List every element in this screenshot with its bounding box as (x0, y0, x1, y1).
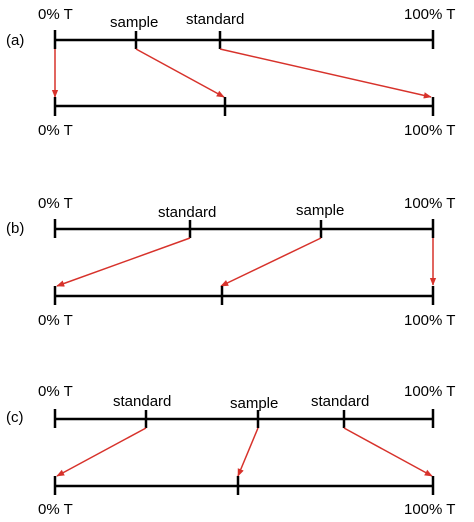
bottom-zero-label: 0% T (38, 501, 73, 518)
panel-label: (a) (6, 32, 24, 49)
bottom-hundred-label: 100% T (404, 501, 455, 518)
panel-c: (c) 0% T standard sample standard 100% T… (6, 383, 455, 518)
top-sample-label: sample (230, 395, 278, 412)
top-standard-label: standard (113, 393, 171, 410)
mapping-arrow (219, 48, 432, 99)
top-sample-label: sample (296, 202, 344, 219)
mapping-arrow (237, 427, 259, 477)
panel-label: (c) (6, 409, 24, 426)
mapping-arrow (343, 427, 433, 477)
top-hundred-label: 100% T (404, 6, 455, 23)
panel-b: (b) 0% T standard sample 100% T 0% T 100… (6, 195, 455, 329)
bottom-hundred-label: 100% T (404, 122, 455, 139)
mapping-arrow (56, 427, 147, 477)
top-standard-label: standard (158, 204, 216, 221)
top-zero-label: 0% T (38, 195, 73, 212)
top-sample-label: sample (110, 14, 158, 31)
bottom-zero-label: 0% T (38, 122, 73, 139)
panel-a: (a) 0% T sample standard 100% T 0% T 100… (6, 6, 455, 139)
top-hundred-label: 100% T (404, 383, 455, 400)
mapping-arrow (135, 48, 225, 98)
top-zero-label: 0% T (38, 383, 73, 400)
bottom-hundred-label: 100% T (404, 312, 455, 329)
top-hundred-label: 100% T (404, 195, 455, 212)
mapping-arrow (56, 237, 191, 287)
top-standard-label: standard (186, 11, 244, 28)
top-zero-label: 0% T (38, 6, 73, 23)
bottom-zero-label: 0% T (38, 312, 73, 329)
mapping-arrow (220, 237, 322, 287)
top-standard-label: standard (311, 393, 369, 410)
panel-label: (b) (6, 220, 24, 237)
